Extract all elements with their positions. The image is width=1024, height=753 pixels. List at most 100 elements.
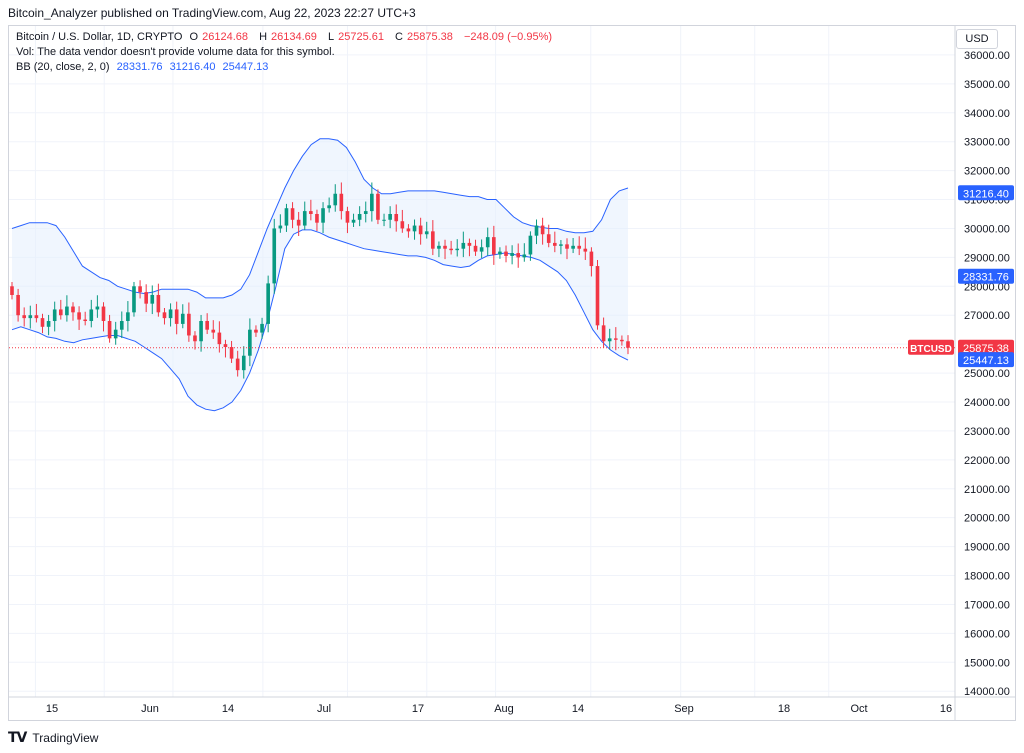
candle-body	[607, 338, 612, 342]
candle-body	[162, 312, 167, 319]
candle-body	[540, 225, 545, 235]
candle-body	[187, 313, 191, 336]
symbol-tag-label: BTCUSD	[910, 344, 952, 355]
candle-body	[339, 193, 344, 212]
candle-body	[333, 193, 338, 206]
candle-body	[418, 225, 423, 235]
close-label: C	[395, 31, 403, 43]
band-price-tag-label: 25447.13	[963, 355, 1009, 367]
candle-body	[22, 315, 27, 319]
candle-body	[260, 323, 264, 333]
candle-body	[83, 319, 87, 322]
x-tick-label: Sep	[674, 703, 694, 715]
y-tick-label: 28000.00	[964, 281, 1010, 293]
candle-body	[168, 309, 173, 319]
candle-body	[71, 306, 75, 313]
y-tick-label: 23000.00	[964, 426, 1010, 438]
candle-body	[449, 248, 453, 251]
y-tick-label: 15000.00	[964, 657, 1010, 669]
candle-body	[174, 309, 179, 324]
candle-body	[278, 225, 283, 229]
candle-body	[534, 225, 539, 236]
candle-body	[510, 253, 514, 256]
x-tick-label: Jun	[141, 703, 159, 715]
high-value: 26134.69	[271, 31, 317, 43]
high-label: H	[259, 31, 268, 43]
close-value: 25875.38	[407, 31, 453, 43]
candle-body	[229, 347, 234, 359]
footer-branding: TV TradingView	[8, 730, 98, 746]
bb-fill	[12, 138, 628, 411]
y-tick-label: 25000.00	[964, 368, 1010, 380]
candle-body	[424, 231, 429, 235]
symbol-tag	[908, 339, 954, 355]
candle-body	[10, 286, 14, 295]
candle-body	[16, 294, 20, 316]
bb-indicator-label[interactable]: BB (20, close, 2, 0)	[16, 61, 110, 73]
candle-body	[546, 234, 551, 243]
band-price-tag-label: 31216.40	[963, 188, 1009, 200]
y-tick-label: 18000.00	[964, 571, 1010, 583]
candle-body	[89, 309, 94, 322]
bb-legend: BB (20, close, 2, 0) 28331.76 31216.40 2…	[16, 61, 272, 73]
tradingview-brand: TradingView	[32, 731, 99, 745]
y-tick-label: 29000.00	[964, 252, 1010, 264]
y-tick-label: 35000.00	[964, 79, 1010, 91]
candle-body	[382, 219, 386, 221]
candle-body	[266, 283, 270, 324]
candle-body	[34, 315, 39, 319]
x-tick-label: Aug	[494, 703, 514, 715]
symbol-description[interactable]: Bitcoin / U.S. Dollar, 1D, CRYPTO	[16, 31, 183, 43]
candle-body	[613, 338, 618, 340]
candle-body	[400, 221, 405, 229]
candle-body	[516, 253, 521, 258]
candle-body	[431, 231, 435, 249]
candle-body	[40, 318, 45, 327]
candle-body	[620, 339, 624, 342]
candle-body	[455, 248, 460, 251]
x-tick-label: 18	[778, 703, 790, 715]
candle-body	[412, 225, 417, 232]
y-tick-label: 30000.00	[964, 223, 1010, 235]
candle-body	[528, 235, 533, 255]
currency-button[interactable]: USD	[956, 29, 998, 49]
candle-body	[351, 219, 356, 223]
last-price-tag-label: 25875.38	[963, 343, 1009, 355]
candle-body	[199, 321, 203, 342]
chart-frame	[8, 25, 1016, 721]
candle-body	[211, 329, 216, 333]
candle-body	[28, 315, 33, 319]
y-tick-label: 21000.00	[964, 484, 1010, 496]
candle-body	[589, 251, 594, 267]
candle-body	[302, 211, 307, 226]
y-tick-label: 27000.00	[964, 310, 1010, 322]
publish-attribution: Bitcoin_Analyzer published on TradingVie…	[8, 6, 416, 20]
candle-body	[601, 325, 606, 342]
candle-body	[107, 321, 112, 339]
x-tick-label: 15	[46, 703, 58, 715]
candle-body	[406, 228, 411, 232]
x-tick-label: 16	[940, 703, 952, 715]
candle-body	[504, 251, 508, 256]
candle-body	[156, 294, 161, 313]
candle-body	[235, 358, 240, 371]
band-price-tag	[958, 352, 1014, 368]
candle-body	[327, 205, 331, 209]
candle-body	[284, 208, 289, 226]
bb-lower-value: 25447.13	[222, 61, 269, 73]
candle-body	[443, 245, 447, 249]
open-label: O	[189, 31, 199, 43]
candle-body	[248, 329, 252, 356]
y-tick-label: 33000.00	[964, 137, 1010, 149]
y-tick-label: 36000.00	[964, 50, 1010, 62]
candle-body	[394, 213, 399, 222]
x-tick-label: Jul	[317, 703, 331, 715]
y-tick-label: 24000.00	[964, 397, 1010, 409]
candle-body	[571, 245, 575, 249]
x-tick-label: 17	[412, 703, 424, 715]
candle-body	[565, 244, 569, 249]
candle-body	[345, 211, 350, 223]
price-change: −248.09 (−0.95%)	[463, 31, 553, 43]
bb-basis-value: 28331.76	[116, 61, 163, 73]
